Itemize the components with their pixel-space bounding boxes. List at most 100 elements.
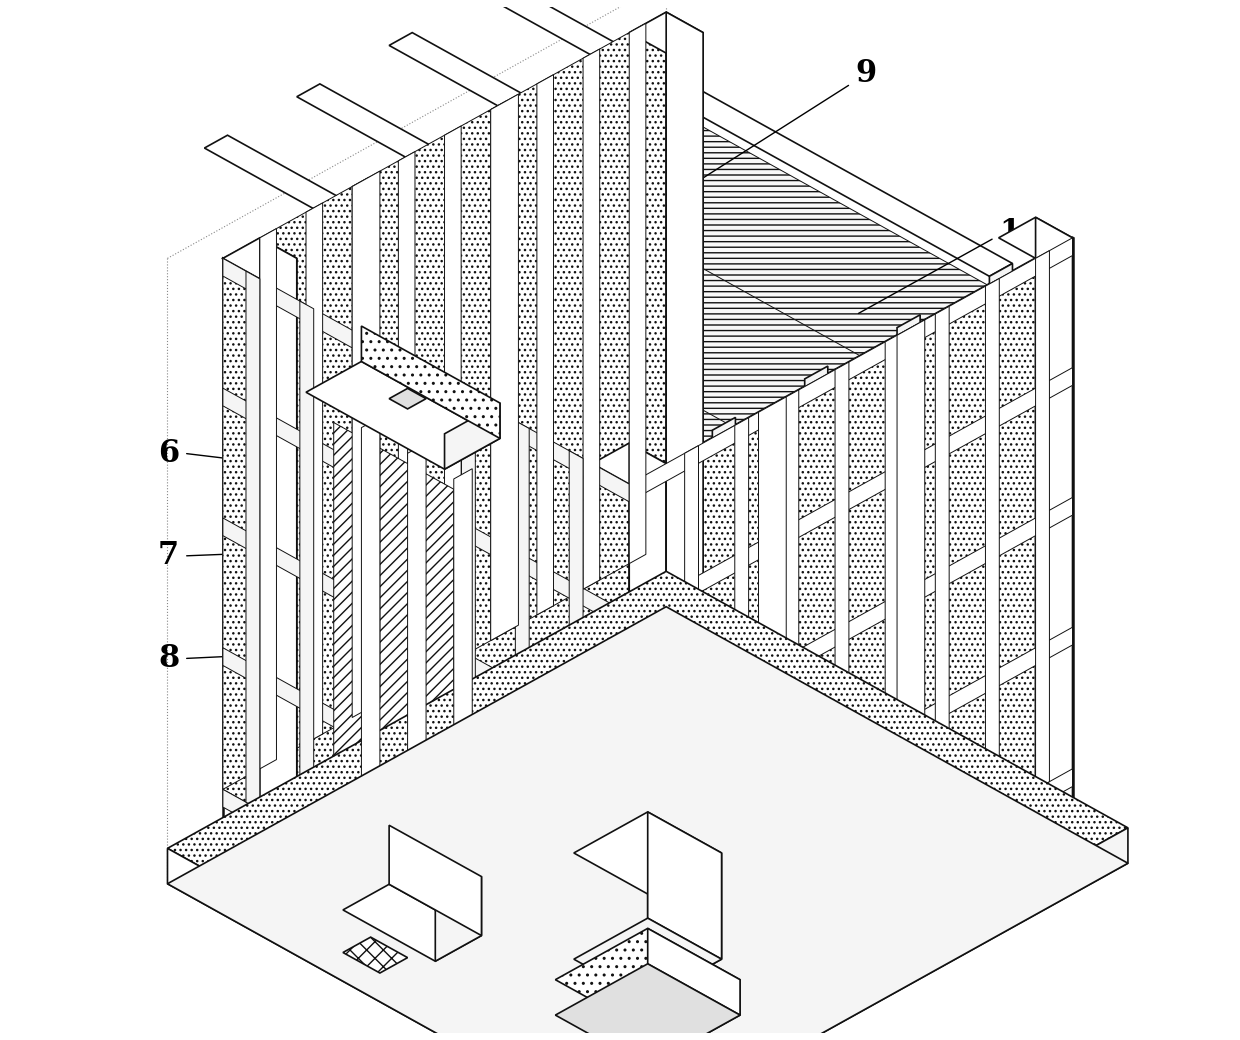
Polygon shape bbox=[361, 327, 500, 439]
Polygon shape bbox=[647, 929, 740, 1015]
Polygon shape bbox=[629, 238, 1073, 501]
Polygon shape bbox=[223, 531, 1073, 1004]
Polygon shape bbox=[684, 445, 698, 984]
Polygon shape bbox=[666, 32, 703, 643]
Polygon shape bbox=[629, 238, 1073, 1015]
Polygon shape bbox=[444, 126, 461, 667]
Text: 3: 3 bbox=[999, 504, 1021, 536]
Polygon shape bbox=[389, 388, 427, 409]
Text: 6: 6 bbox=[157, 438, 179, 469]
Polygon shape bbox=[343, 937, 408, 973]
Polygon shape bbox=[296, 84, 828, 379]
Polygon shape bbox=[167, 606, 1128, 1040]
Polygon shape bbox=[205, 135, 735, 431]
Polygon shape bbox=[629, 464, 666, 1040]
Polygon shape bbox=[647, 812, 722, 959]
Text: 2: 2 bbox=[999, 350, 1021, 382]
Text: 7: 7 bbox=[157, 541, 179, 571]
Polygon shape bbox=[629, 828, 1128, 1040]
Polygon shape bbox=[629, 769, 1073, 1033]
Polygon shape bbox=[835, 362, 849, 901]
Polygon shape bbox=[223, 648, 629, 891]
Polygon shape bbox=[260, 238, 296, 849]
Polygon shape bbox=[352, 177, 368, 718]
Polygon shape bbox=[897, 315, 920, 369]
Polygon shape bbox=[306, 203, 322, 744]
Polygon shape bbox=[537, 75, 553, 615]
Polygon shape bbox=[334, 422, 454, 1020]
Polygon shape bbox=[593, 1033, 666, 1040]
Polygon shape bbox=[454, 469, 472, 1010]
Polygon shape bbox=[223, 518, 629, 761]
Polygon shape bbox=[398, 152, 415, 692]
Polygon shape bbox=[785, 390, 799, 929]
Polygon shape bbox=[574, 918, 722, 1000]
Polygon shape bbox=[306, 362, 500, 469]
Polygon shape bbox=[998, 807, 1073, 849]
Polygon shape bbox=[516, 421, 529, 960]
Polygon shape bbox=[246, 271, 260, 810]
Polygon shape bbox=[629, 443, 666, 1040]
Polygon shape bbox=[223, 258, 629, 501]
Polygon shape bbox=[556, 964, 740, 1040]
Polygon shape bbox=[574, 812, 722, 894]
Polygon shape bbox=[1035, 251, 1049, 789]
Polygon shape bbox=[593, 443, 666, 484]
Polygon shape bbox=[260, 229, 277, 769]
Text: 5: 5 bbox=[999, 833, 1021, 864]
Polygon shape bbox=[935, 307, 949, 846]
Polygon shape bbox=[1035, 238, 1073, 849]
Polygon shape bbox=[223, 249, 1073, 720]
Text: 1: 1 bbox=[999, 217, 1021, 249]
Polygon shape bbox=[647, 853, 722, 1000]
Polygon shape bbox=[491, 95, 518, 641]
Polygon shape bbox=[712, 417, 735, 471]
Polygon shape bbox=[300, 302, 314, 840]
Polygon shape bbox=[353, 331, 367, 869]
Polygon shape bbox=[1035, 217, 1073, 828]
Polygon shape bbox=[647, 980, 740, 1040]
Polygon shape bbox=[361, 417, 379, 959]
Polygon shape bbox=[998, 217, 1073, 258]
Polygon shape bbox=[260, 258, 296, 868]
Polygon shape bbox=[223, 828, 296, 868]
Polygon shape bbox=[491, 100, 507, 641]
Text: 4: 4 bbox=[999, 648, 1021, 679]
Polygon shape bbox=[461, 391, 475, 930]
Polygon shape bbox=[223, 106, 1073, 578]
Polygon shape bbox=[352, 172, 379, 718]
Text: 8: 8 bbox=[157, 643, 179, 674]
Polygon shape bbox=[569, 450, 583, 989]
Polygon shape bbox=[223, 258, 629, 1015]
Polygon shape bbox=[167, 571, 1128, 1040]
Polygon shape bbox=[885, 334, 899, 873]
Polygon shape bbox=[629, 367, 1073, 631]
Polygon shape bbox=[629, 497, 1073, 761]
Polygon shape bbox=[223, 390, 1073, 862]
Polygon shape bbox=[629, 602, 703, 643]
Polygon shape bbox=[583, 49, 600, 590]
Polygon shape bbox=[408, 361, 422, 900]
Polygon shape bbox=[389, 826, 481, 936]
Polygon shape bbox=[759, 397, 786, 943]
Polygon shape bbox=[223, 12, 666, 789]
Polygon shape bbox=[389, 32, 920, 328]
Polygon shape bbox=[629, 627, 1073, 891]
Polygon shape bbox=[629, 23, 646, 564]
Text: 9: 9 bbox=[856, 58, 877, 89]
Polygon shape bbox=[223, 238, 296, 279]
Polygon shape bbox=[897, 320, 925, 866]
Polygon shape bbox=[223, 388, 629, 631]
Polygon shape bbox=[435, 877, 481, 961]
Polygon shape bbox=[481, 0, 1013, 277]
Polygon shape bbox=[556, 929, 740, 1031]
Polygon shape bbox=[629, 12, 703, 53]
Polygon shape bbox=[343, 884, 481, 961]
Polygon shape bbox=[666, 12, 703, 623]
Polygon shape bbox=[735, 418, 749, 957]
Polygon shape bbox=[805, 366, 828, 420]
Polygon shape bbox=[408, 443, 427, 984]
Polygon shape bbox=[990, 263, 1013, 317]
Polygon shape bbox=[444, 404, 500, 469]
Polygon shape bbox=[223, 789, 629, 1033]
